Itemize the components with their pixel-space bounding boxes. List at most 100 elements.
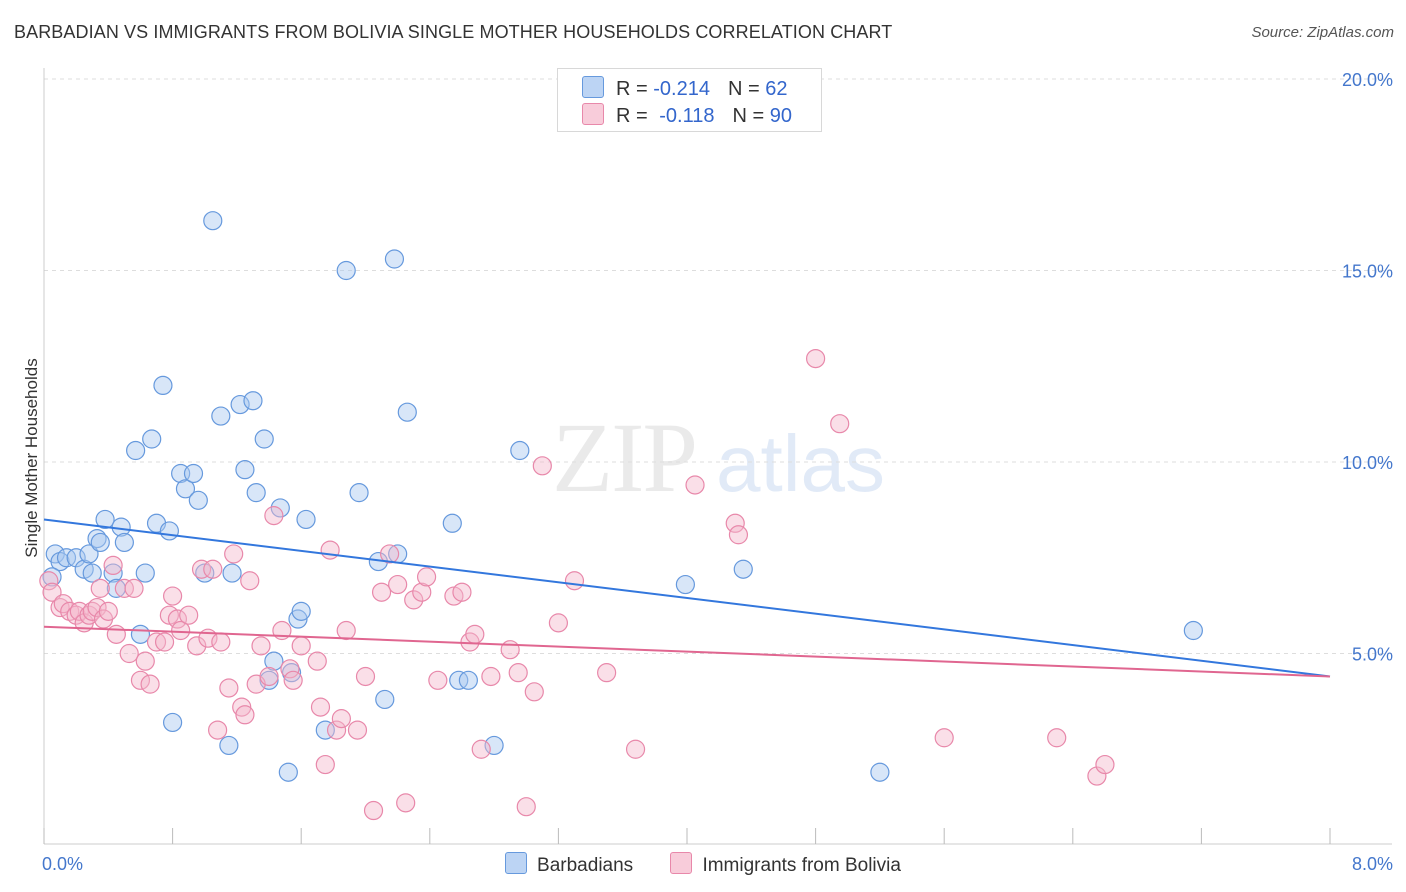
point-bolivia: [167, 609, 188, 629]
point-bolivia: [625, 739, 646, 759]
y-tick-label: 10.0%: [1342, 453, 1393, 473]
trend-bolivia: [43, 625, 1331, 678]
point-barbadians: [79, 544, 99, 564]
point-bolivia: [1047, 728, 1067, 748]
point-barbadians: [870, 762, 890, 782]
point-bolivia: [326, 720, 347, 740]
point-bolivia: [331, 709, 351, 729]
point-bolivia: [532, 456, 552, 476]
point-barbadians: [484, 735, 504, 756]
point-bolivia: [805, 348, 826, 369]
point-barbadians: [296, 509, 316, 530]
point-barbadians: [349, 483, 369, 503]
point-bolivia: [224, 544, 244, 564]
point-barbadians: [90, 532, 110, 553]
point-bolivia: [307, 651, 327, 671]
point-bolivia: [1095, 754, 1115, 775]
point-bolivia: [235, 705, 255, 725]
point-bolivia: [130, 670, 151, 690]
point-barbadians: [235, 460, 255, 480]
point-bolivia: [171, 620, 191, 641]
point-bolivia: [388, 574, 408, 595]
point-barbadians: [135, 563, 155, 583]
point-barbadians: [243, 391, 263, 411]
point-bolivia: [320, 540, 340, 560]
point-barbadians: [183, 463, 204, 484]
point-bolivia: [404, 590, 424, 610]
point-bolivia: [259, 666, 279, 687]
point-bolivia: [283, 670, 303, 690]
point-bolivia: [103, 555, 123, 576]
point-barbadians: [153, 375, 173, 395]
point-bolivia: [685, 475, 705, 495]
point-barbadians: [114, 532, 134, 553]
point-barbadians: [222, 563, 242, 583]
point-bolivia: [452, 582, 472, 602]
point-bolivia: [211, 632, 231, 652]
point-bolivia: [412, 582, 432, 602]
point-bolivia: [42, 582, 62, 602]
axes: [43, 68, 1392, 845]
point-bolivia: [725, 513, 745, 533]
point-bolivia: [1087, 766, 1107, 786]
point-barbadians: [397, 402, 417, 422]
point-bolivia: [728, 525, 749, 545]
point-barbadians: [230, 394, 250, 415]
point-bolivia: [310, 697, 331, 717]
watermark-atlas: atlas: [716, 419, 885, 508]
point-bolivia: [240, 571, 260, 591]
data-points: [39, 211, 1203, 821]
point-barbadians: [126, 440, 146, 461]
point-bolivia: [471, 739, 491, 759]
point-bolivia: [428, 670, 448, 690]
point-barbadians: [733, 559, 753, 579]
point-bolivia: [355, 666, 376, 687]
legend-label-bolivia: Immigrants from Bolivia: [702, 855, 901, 876]
trend-lines: [43, 518, 1331, 678]
y-tick-label: 5.0%: [1352, 645, 1393, 665]
point-bolivia: [135, 651, 155, 671]
point-barbadians: [254, 429, 274, 449]
legend-r-value: -0.214: [653, 78, 710, 100]
point-bolivia: [481, 666, 501, 687]
legend-n-label: N =: [727, 78, 766, 100]
point-bolivia: [39, 571, 59, 591]
watermark-zip: ZIP: [552, 402, 698, 513]
trend-barbadians: [43, 518, 1331, 678]
point-barbadians: [291, 601, 311, 621]
point-barbadians: [188, 490, 208, 510]
legend-item-bolivia: Immigrants from Bolivia: [670, 852, 901, 877]
x-tick-label: 8.0%: [1352, 854, 1393, 874]
point-barbadians: [375, 689, 395, 710]
point-bolivia: [548, 613, 569, 633]
point-barbadians: [246, 483, 266, 503]
point-bolivia: [219, 678, 239, 698]
point-bolivia: [264, 506, 284, 526]
point-bolivia: [516, 797, 536, 817]
point-barbadians: [510, 440, 530, 461]
point-bolivia: [191, 559, 212, 579]
point-barbadians: [95, 509, 115, 530]
legend-row-barbadians: R = -0.214 N = 62: [582, 76, 787, 100]
tick-labels: 5.0% 10.0% 15.0% 20.0% 0.0% 8.0%: [42, 70, 1393, 874]
point-barbadians: [130, 624, 151, 644]
point-bolivia: [934, 728, 954, 748]
point-bolivia: [251, 636, 271, 656]
point-barbadians: [159, 521, 179, 541]
y-axis-title: Single Mother Households: [22, 358, 41, 557]
x-tick-label: 0.0%: [42, 854, 83, 874]
point-barbadians: [66, 548, 86, 568]
legend-swatch-barbadians: [505, 852, 528, 874]
legend-label-barbadians: Barbadians: [537, 855, 634, 876]
point-barbadians: [219, 735, 239, 756]
point-bolivia: [106, 624, 126, 644]
point-bolivia: [524, 682, 544, 702]
y-tick-label: 15.0%: [1342, 262, 1393, 282]
point-barbadians: [458, 670, 478, 690]
point-barbadians: [56, 548, 77, 568]
point-bolivia: [179, 605, 199, 625]
point-bolivia: [53, 594, 73, 614]
series-legend: Barbadians Immigrants from Bolivia: [0, 852, 1406, 877]
point-barbadians: [203, 211, 223, 231]
